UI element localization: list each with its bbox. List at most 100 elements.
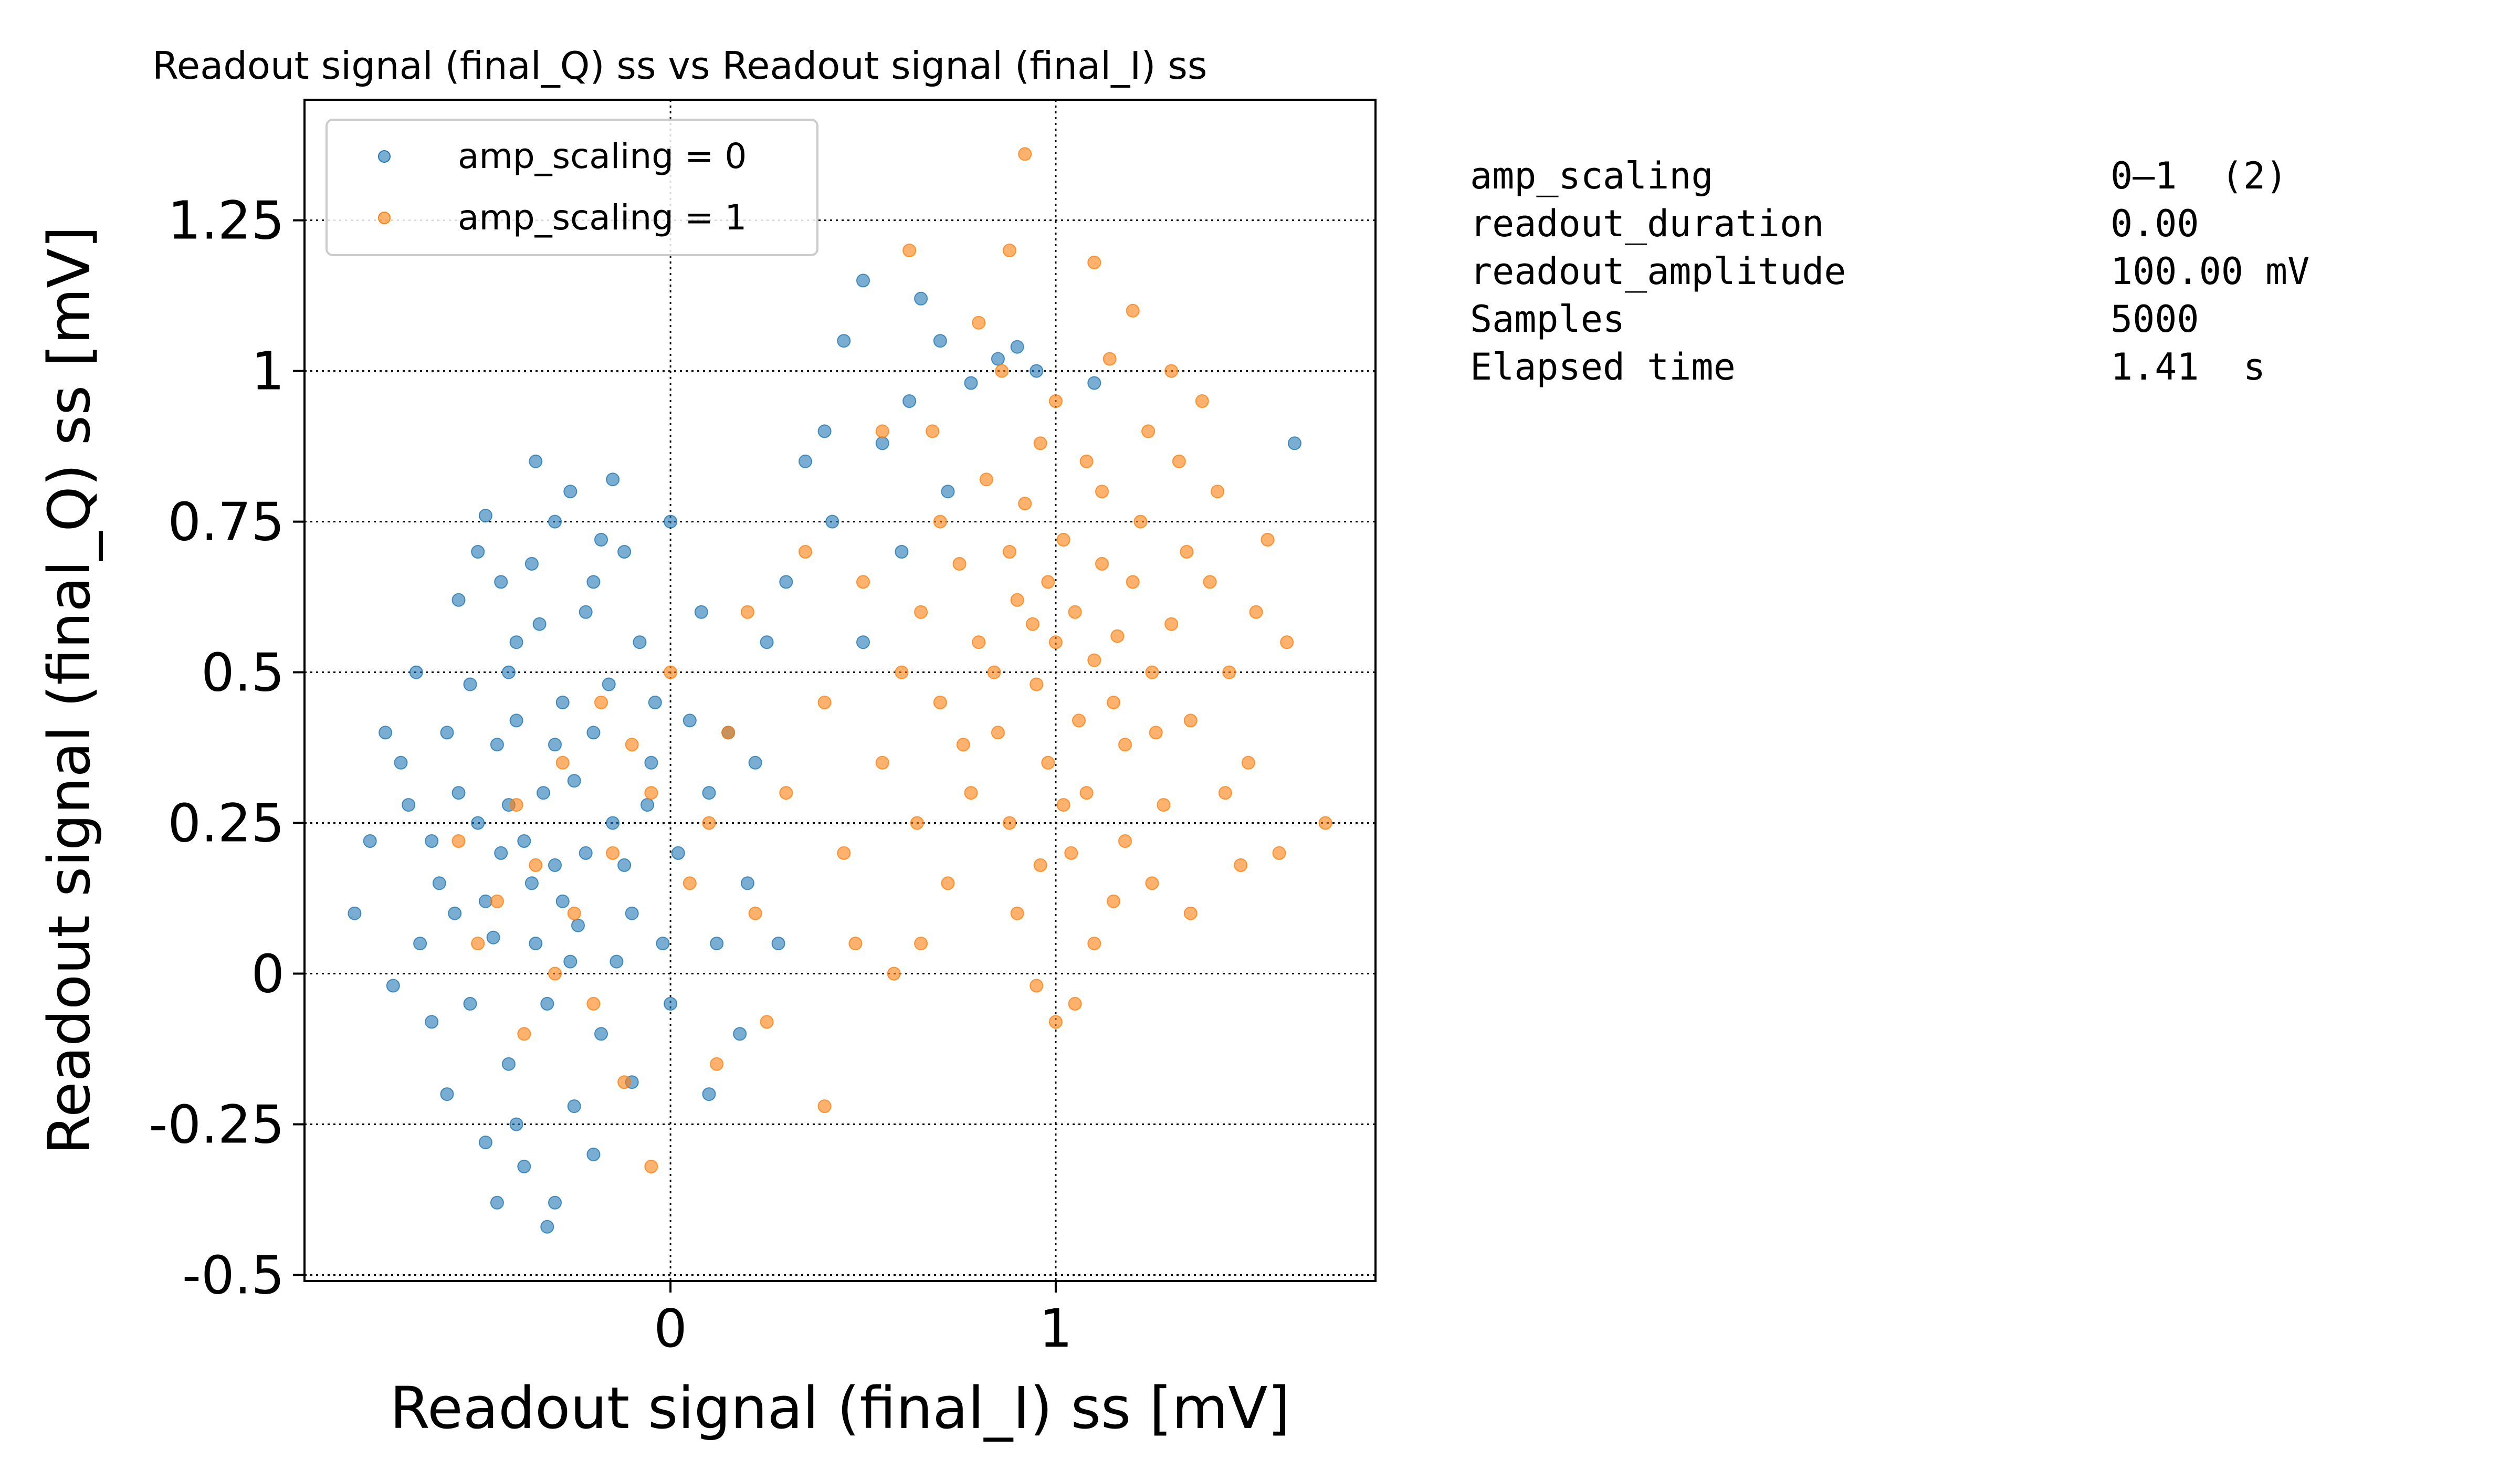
data-point [555, 755, 570, 770]
data-point [579, 605, 593, 619]
data-point [702, 816, 716, 830]
data-point [1118, 738, 1132, 752]
data-point [1195, 394, 1209, 408]
data-point [721, 726, 736, 740]
data-point [702, 786, 716, 800]
data-point [567, 774, 581, 788]
data-point [517, 834, 531, 848]
data-point [1126, 575, 1140, 589]
data-point [548, 738, 562, 752]
data-point [956, 738, 970, 752]
data-points [348, 147, 1332, 1234]
data-point [1030, 364, 1044, 378]
data-point [1222, 665, 1236, 679]
ticks: 0 1 -0.5 -0.25 0 0.25 0.5 0.75 1 1.25 [149, 190, 1072, 1359]
data-point [586, 575, 601, 589]
data-point [875, 755, 889, 770]
data-point [409, 665, 423, 679]
data-point [490, 738, 504, 752]
data-point [571, 918, 585, 932]
data-point [1287, 436, 1301, 450]
data-point [910, 816, 924, 830]
data-point [1145, 665, 1159, 679]
data-point [490, 1195, 504, 1210]
legend-swatch-1 [378, 212, 391, 224]
data-point [1107, 894, 1120, 908]
data-point [664, 996, 678, 1011]
data-point [664, 665, 678, 679]
data-point [875, 436, 889, 450]
data-point [856, 575, 870, 589]
data-point [1183, 713, 1198, 728]
scatter-chart: Readout signal (final_Q) ss vs Readout s… [36, 44, 1377, 1442]
data-point [440, 726, 454, 740]
data-point [448, 906, 462, 920]
data-point [548, 858, 562, 872]
data-point [509, 1117, 523, 1131]
data-point [1110, 629, 1125, 643]
legend-frame [326, 119, 818, 256]
data-point [471, 937, 485, 951]
x-tick-label: 1 [1039, 1298, 1073, 1359]
data-point [817, 696, 832, 709]
data-point [1030, 677, 1044, 691]
data-point [606, 846, 620, 860]
data-point [1102, 352, 1117, 366]
param-value: 0–1 (2) [2110, 154, 2288, 197]
data-point [1095, 556, 1109, 571]
data-point [1234, 858, 1248, 872]
param-value: 0.00 [2110, 202, 2199, 245]
data-point [799, 454, 812, 468]
y-tick-label: 1 [251, 341, 285, 402]
data-point [452, 786, 466, 800]
data-point [1030, 979, 1044, 993]
data-point [563, 954, 578, 969]
data-point [1145, 876, 1159, 890]
data-point [490, 894, 504, 908]
data-point [463, 677, 477, 691]
data-point [710, 937, 724, 951]
data-point [625, 906, 639, 920]
data-point [1211, 485, 1225, 499]
x-axis-label: Readout signal (final_I) ss [mV] [390, 1374, 1290, 1442]
data-point [914, 937, 928, 951]
data-point [779, 575, 793, 589]
data-point [733, 1027, 747, 1041]
data-point [1280, 635, 1294, 649]
data-point [606, 472, 620, 487]
data-point [363, 834, 377, 848]
data-point [933, 334, 947, 348]
data-point [524, 876, 539, 890]
data-point [586, 996, 601, 1011]
data-point [548, 967, 562, 981]
data-point [1087, 255, 1101, 269]
data-point [644, 1159, 658, 1173]
data-point [394, 755, 408, 770]
y-tick-label: -0.5 [182, 1245, 285, 1306]
legend-label-1: amp_scaling = 1 [458, 197, 747, 238]
data-point [1107, 696, 1120, 709]
data-point [837, 334, 851, 348]
data-point [1068, 605, 1082, 619]
y-tick-label: 0.5 [201, 642, 285, 704]
data-point [1164, 617, 1179, 631]
data-point [771, 937, 785, 951]
y-tick-label: 0 [251, 943, 285, 1005]
data-point [964, 786, 978, 800]
data-point [1172, 454, 1186, 468]
data-point [555, 696, 570, 709]
data-point [1002, 816, 1016, 830]
data-point [964, 376, 978, 390]
data-point [933, 696, 947, 709]
data-point [452, 593, 466, 607]
data-point [1048, 394, 1063, 408]
data-point [1149, 726, 1163, 740]
data-point [991, 726, 1005, 740]
data-point [478, 509, 492, 523]
data-point [895, 545, 909, 559]
data-point [926, 424, 940, 438]
data-point [606, 816, 620, 830]
data-point [425, 834, 439, 848]
data-point [1002, 244, 1016, 257]
data-point [532, 617, 547, 631]
